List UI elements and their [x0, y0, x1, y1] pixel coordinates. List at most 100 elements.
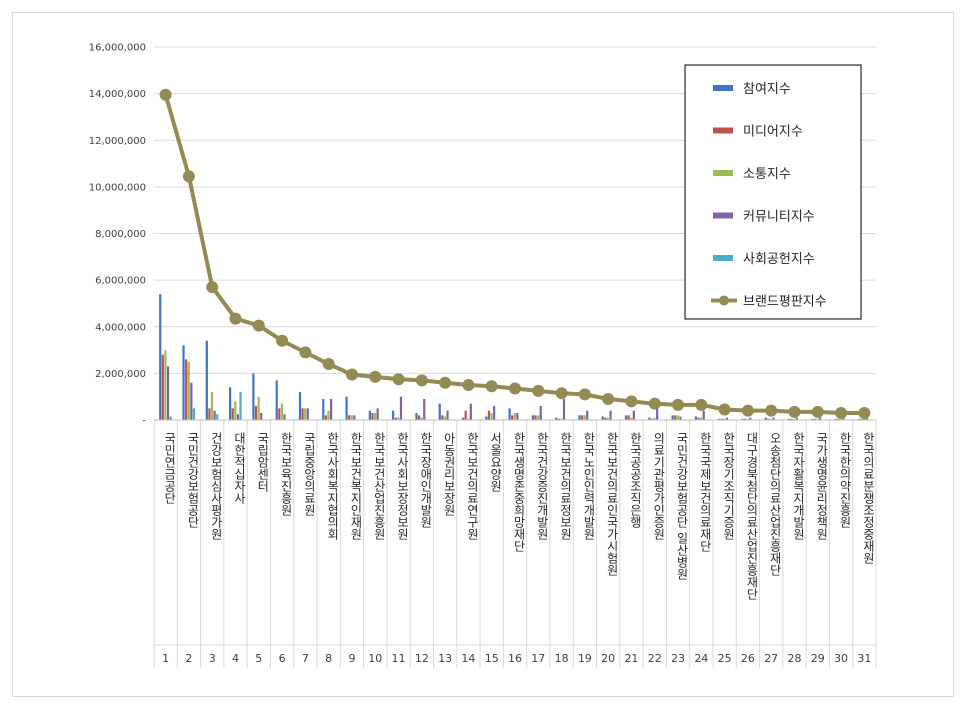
bar-참여지수-9 — [345, 396, 348, 420]
y-tick-label: 6,000,000 — [95, 276, 146, 287]
bar-커뮤니티지수-28 — [795, 417, 798, 420]
bar-참여지수-26 — [741, 418, 744, 420]
bar-소통지수-2 — [187, 361, 190, 420]
bar-참여지수-8 — [322, 399, 325, 420]
bar-소통지수-5 — [257, 396, 260, 420]
bar-참여지수-13 — [438, 403, 441, 420]
brand-index-point-10 — [369, 370, 382, 383]
y-tick-label: - — [142, 416, 146, 427]
rank-label-16: 16 — [508, 652, 522, 665]
rank-label-25: 25 — [718, 652, 732, 665]
y-tick-label: 4,000,000 — [95, 322, 146, 333]
bar-커뮤니티지수-14 — [469, 403, 472, 420]
bar-참여지수-25 — [718, 418, 721, 420]
bar-참여지수-19 — [578, 415, 581, 420]
bar-참여지수-31 — [857, 418, 861, 420]
bar-소통지수-22 — [653, 417, 656, 420]
brand-index-point-15 — [485, 380, 498, 393]
rank-label-17: 17 — [531, 652, 545, 665]
bar-커뮤니티지수-9 — [353, 415, 356, 420]
y-tick-label: 14,000,000 — [89, 89, 146, 100]
bar-소통지수-11 — [397, 417, 400, 420]
bar-소통지수-13 — [443, 416, 447, 420]
rank-label-12: 12 — [415, 652, 429, 665]
rank-label-11: 11 — [392, 652, 406, 665]
brand-index-point-21 — [625, 395, 638, 408]
brand-index-point-5 — [252, 319, 265, 332]
brand-index-point-17 — [532, 384, 545, 397]
bar-소통지수-3 — [210, 392, 214, 420]
bar-커뮤니티지수-15 — [493, 406, 496, 420]
bar-참여지수-10 — [368, 410, 371, 420]
category-label-30: 한국한의약진흥원 — [838, 432, 852, 528]
rank-label-9: 9 — [348, 652, 355, 665]
legend-label-3: 소통지수 — [743, 167, 791, 182]
category-label-8: 한국사회복지협의회 — [326, 432, 340, 540]
bar-소통지수-16 — [513, 413, 516, 420]
category-label-24: 한국국제보건의료재단 — [698, 432, 712, 552]
bar-미디어지수-8 — [324, 415, 327, 420]
bar-미디어지수-30 — [837, 418, 840, 420]
brand-index-point-28 — [788, 405, 801, 418]
bar-소통지수-20 — [606, 417, 610, 420]
brand-index-point-6 — [276, 334, 289, 347]
bar-커뮤니티지수-5 — [260, 413, 263, 420]
brand-index-point-22 — [648, 397, 661, 410]
brand-index-point-13 — [439, 376, 452, 389]
bar-커뮤니티지수-31 — [865, 417, 868, 420]
bar-커뮤니티지수-4 — [236, 414, 240, 420]
bar-소통지수-24 — [700, 417, 703, 420]
bar-미디어지수-14 — [464, 410, 467, 420]
bar-미디어지수-7 — [301, 408, 304, 420]
bar-미디어지수-22 — [650, 418, 654, 420]
rank-label-26: 26 — [741, 652, 755, 665]
bar-소통지수-15 — [490, 413, 493, 420]
bar-소통지수-29 — [816, 418, 819, 420]
bar-미디어지수-18 — [557, 418, 560, 420]
bar-참여지수-23 — [671, 415, 674, 420]
category-label-26: 대구경북첨단의료산업진흥재단 — [745, 432, 759, 600]
rank-label-6: 6 — [279, 652, 286, 665]
category-label-4: 대한적십자사 — [233, 432, 247, 504]
brand-index-point-2 — [182, 170, 195, 183]
bar-참여지수-11 — [392, 410, 395, 420]
bar-참여지수-20 — [601, 416, 604, 420]
y-tick-label: 16,000,000 — [89, 43, 146, 54]
bar-미디어지수-13 — [441, 415, 444, 420]
bar-소통지수-21 — [630, 417, 633, 420]
legend-swatch-4 — [713, 212, 733, 219]
bar-참여지수-15 — [485, 416, 488, 420]
bar-커뮤니티지수-2 — [190, 382, 193, 420]
legend-swatch-marker — [719, 295, 729, 306]
rank-label-29: 29 — [811, 652, 825, 665]
bar-소통지수-1 — [164, 350, 167, 420]
bar-참여지수-18 — [555, 417, 558, 420]
bar-커뮤니티지수-10 — [376, 408, 379, 420]
bar-미디어지수-23 — [674, 415, 677, 420]
bar-참여지수-21 — [624, 415, 628, 420]
brand-index-point-20 — [602, 393, 615, 406]
bar-소통지수-26 — [746, 418, 749, 420]
bar-미디어지수-11 — [394, 417, 397, 420]
bar-참여지수-17 — [531, 415, 534, 420]
rank-label-22: 22 — [648, 652, 662, 665]
bar-커뮤니티지수-29 — [819, 417, 822, 420]
category-label-6: 한국보육진흥원 — [279, 432, 293, 516]
rank-label-1: 1 — [162, 652, 169, 665]
bar-소통지수-25 — [723, 418, 726, 420]
bar-참여지수-5 — [252, 373, 255, 420]
bar-커뮤니티지수-6 — [283, 414, 286, 420]
bar-사회공헌지수-1 — [169, 416, 172, 420]
brand-index-point-1 — [159, 88, 172, 101]
rank-label-23: 23 — [671, 652, 685, 665]
bar-소통지수-8 — [327, 410, 330, 420]
brand-index-point-27 — [765, 404, 778, 417]
brand-index-point-30 — [835, 407, 848, 420]
legend-label-1: 참여지수 — [743, 82, 791, 97]
bar-참여지수-28 — [787, 418, 791, 420]
bar-커뮤니티지수-21 — [632, 410, 635, 420]
bar-미디어지수-4 — [231, 408, 234, 420]
brand-index-point-25 — [718, 403, 731, 416]
category-label-25: 한국장기조직기증원 — [722, 432, 736, 540]
